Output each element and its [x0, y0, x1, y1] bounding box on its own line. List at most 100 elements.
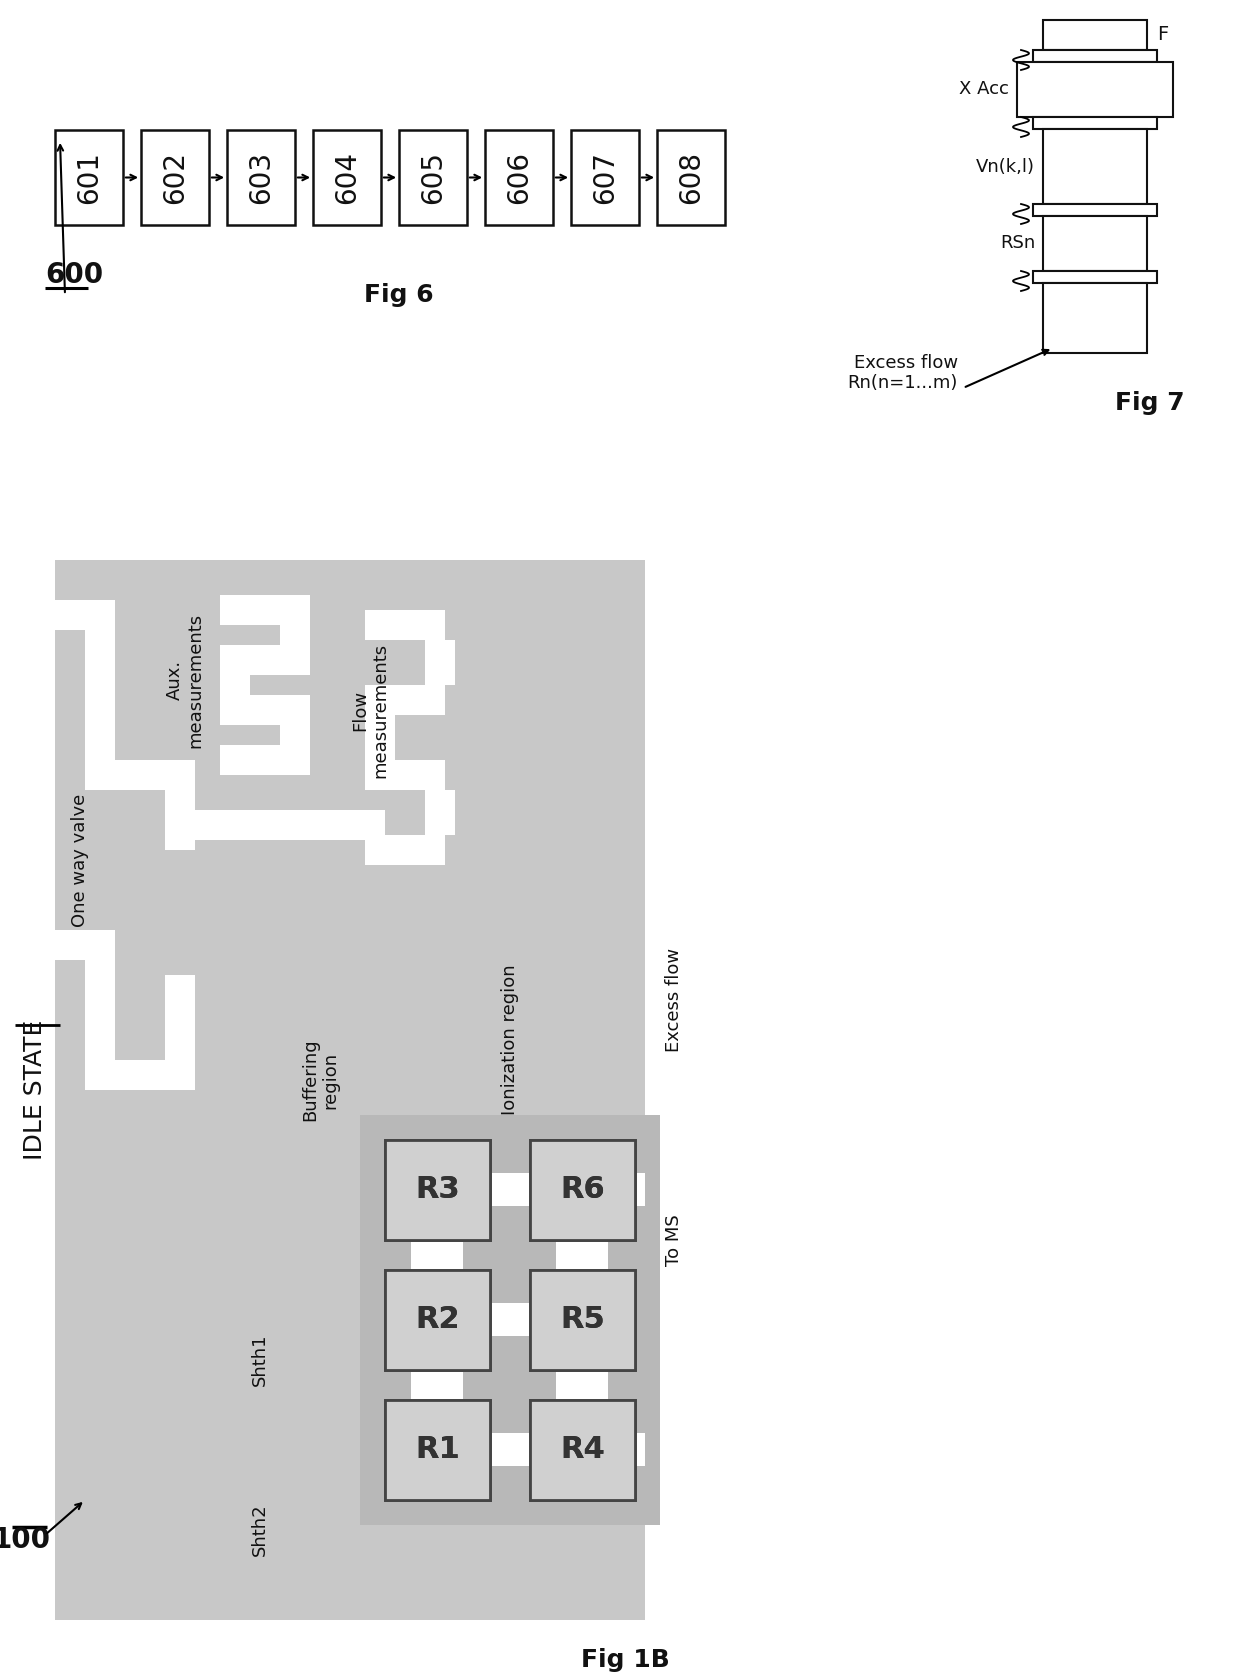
Bar	[365, 610, 445, 640]
Bar	[529, 1141, 635, 1240]
Bar	[195, 810, 384, 840]
Text: F: F	[1157, 25, 1168, 44]
Bar	[219, 645, 310, 675]
Text: Shth1: Shth1	[250, 1334, 269, 1386]
Bar	[141, 129, 210, 225]
Text: 100: 100	[0, 1525, 51, 1554]
Text: R4: R4	[560, 1435, 605, 1465]
Text: region: region	[321, 1052, 339, 1109]
Bar	[410, 1369, 463, 1399]
Bar	[365, 685, 445, 716]
Bar	[365, 716, 396, 759]
Bar	[410, 1240, 463, 1270]
Bar	[384, 1399, 490, 1500]
Bar	[485, 129, 553, 225]
Text: Excess flow: Excess flow	[665, 948, 683, 1052]
Text: R4: R4	[560, 1435, 605, 1465]
Text: 601: 601	[74, 151, 103, 203]
Bar	[529, 1270, 635, 1369]
Bar	[165, 974, 195, 1090]
Bar	[86, 759, 195, 790]
Bar	[205, 580, 325, 880]
Bar	[55, 559, 645, 1620]
Bar	[1043, 282, 1147, 353]
Text: 602: 602	[161, 151, 188, 203]
Bar	[1043, 217, 1147, 270]
Bar	[570, 129, 639, 225]
Bar	[219, 696, 310, 726]
Text: R6: R6	[560, 1176, 605, 1205]
Text: R1: R1	[415, 1435, 460, 1465]
Bar	[556, 1369, 608, 1399]
Text: One way valve: One way valve	[71, 793, 89, 927]
Bar	[55, 600, 115, 630]
Bar	[399, 129, 467, 225]
Bar	[384, 1270, 490, 1369]
Bar	[1033, 203, 1157, 217]
Text: 604: 604	[334, 151, 361, 203]
Bar	[1033, 50, 1157, 62]
Bar	[219, 744, 310, 774]
Bar	[490, 1433, 529, 1467]
Bar	[635, 1433, 645, 1467]
Bar	[1043, 129, 1147, 203]
Bar	[55, 931, 115, 959]
Bar	[384, 1141, 490, 1240]
Bar	[384, 1270, 490, 1369]
Bar	[55, 129, 123, 225]
Bar	[86, 600, 115, 759]
Text: 607: 607	[591, 151, 619, 203]
Text: 603: 603	[247, 151, 275, 203]
Bar	[529, 1399, 635, 1500]
Bar	[219, 595, 310, 625]
Text: Vn(k,l): Vn(k,l)	[976, 158, 1035, 175]
Bar	[86, 1060, 195, 1090]
Text: R3: R3	[415, 1176, 460, 1205]
Text: Aux.: Aux.	[166, 660, 184, 701]
Bar	[280, 696, 310, 774]
Text: measurements: measurements	[186, 613, 205, 748]
Bar	[529, 1399, 635, 1500]
Text: Buffering: Buffering	[301, 1038, 319, 1121]
Bar	[425, 640, 455, 685]
Text: Flow: Flow	[351, 689, 370, 731]
Bar	[490, 1304, 529, 1336]
Text: R1: R1	[415, 1435, 460, 1465]
Bar	[556, 1240, 608, 1270]
Text: R6: R6	[560, 1176, 605, 1205]
Text: measurements: measurements	[371, 642, 389, 778]
Text: R2: R2	[415, 1305, 460, 1334]
Bar	[312, 129, 381, 225]
Text: Rn(n=1...m): Rn(n=1...m)	[848, 375, 959, 391]
Bar	[280, 595, 310, 675]
Bar	[360, 1116, 660, 1525]
Bar	[1033, 270, 1157, 282]
Text: Fig 1B: Fig 1B	[580, 1648, 670, 1672]
Bar	[384, 1399, 490, 1500]
Bar	[490, 1173, 529, 1206]
Bar	[365, 835, 445, 865]
Bar	[635, 1173, 645, 1206]
Text: Fig 6: Fig 6	[365, 282, 434, 307]
Bar	[86, 931, 115, 1090]
Bar	[1033, 118, 1157, 129]
Bar	[165, 759, 195, 850]
Bar	[529, 1270, 635, 1369]
Text: R2: R2	[415, 1305, 460, 1334]
Bar	[425, 790, 455, 835]
Text: R5: R5	[560, 1305, 605, 1334]
Bar	[529, 1141, 635, 1240]
Text: To MS: To MS	[665, 1215, 683, 1265]
Bar	[657, 129, 725, 225]
Text: Excess flow: Excess flow	[854, 354, 959, 371]
Text: X Acc: X Acc	[959, 81, 1009, 99]
Bar	[384, 1141, 490, 1240]
Bar	[1017, 62, 1173, 118]
Text: Fig 7: Fig 7	[1115, 391, 1184, 415]
Bar	[227, 129, 295, 225]
Text: R5: R5	[560, 1305, 605, 1334]
Text: R3: R3	[415, 1176, 460, 1205]
Bar	[365, 759, 445, 790]
Bar	[355, 580, 455, 931]
Text: 605: 605	[419, 151, 446, 203]
